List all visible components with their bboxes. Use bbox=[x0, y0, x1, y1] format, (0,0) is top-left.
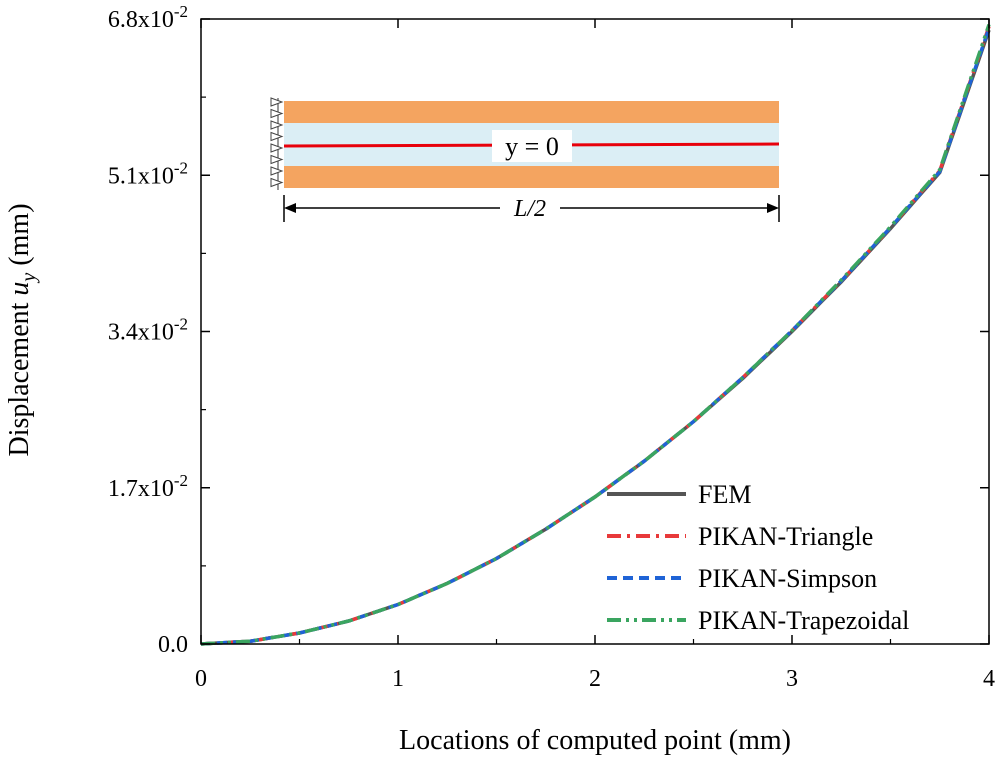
x-axis-ticks: 0 1 2 3 4 bbox=[195, 19, 995, 692]
support-triangle bbox=[270, 177, 284, 188]
x-tick-label: 1 bbox=[392, 666, 404, 692]
inset-label-background bbox=[492, 130, 572, 162]
inset-top-layer bbox=[284, 101, 779, 123]
y-tick-label: 3.4x10-2 bbox=[108, 315, 188, 346]
y-axis-title-suffix: (mm) bbox=[4, 203, 35, 272]
support-triangle bbox=[270, 108, 284, 119]
y-axis-title-subscript: y bbox=[18, 273, 40, 284]
support-triangle bbox=[270, 154, 284, 165]
inset-midline-label: y = 0 bbox=[505, 132, 559, 161]
support-triangle bbox=[270, 97, 284, 107]
x-tick-label: 3 bbox=[786, 666, 798, 692]
inset-span-arrow-right bbox=[767, 203, 779, 213]
series-layer bbox=[200, 23, 991, 646]
inset-span-label: L/2 bbox=[513, 196, 546, 222]
y-tick-label: 1.7x10-2 bbox=[108, 471, 188, 502]
beam-inset-schematic: y = 0 L/2 bbox=[270, 97, 780, 223]
series-line-pikan-trapezoidal bbox=[200, 23, 991, 646]
x-tick-label: 0 bbox=[195, 666, 207, 692]
inset-bottom-layer bbox=[284, 166, 779, 188]
x-tick-label: 4 bbox=[983, 666, 995, 692]
legend: FEM PIKAN-Triangle PIKAN-Simpson PIKAN-Trap… bbox=[607, 480, 909, 635]
support-triangle bbox=[270, 131, 284, 142]
inset-span-arrow-left bbox=[284, 203, 296, 213]
y-axis-title-symbol: u bbox=[4, 282, 35, 296]
y-axis-ticks: 0.0 1.7x10-2 3.4x10-2 5.1x10-2 6.8x10-2 bbox=[108, 2, 989, 658]
support-triangle bbox=[270, 166, 284, 176]
y-tick-label: 0.0 bbox=[158, 632, 188, 658]
x-axis-title: Locations of computed point (mm) bbox=[399, 725, 791, 756]
y-tick-label: 5.1x10-2 bbox=[108, 158, 188, 189]
support-triangle bbox=[270, 120, 284, 130]
legend-label: PIKAN-Trapezoidal bbox=[698, 606, 909, 635]
y-tick-label: 6.8x10-2 bbox=[108, 2, 188, 33]
inset-span-label-background bbox=[500, 195, 560, 223]
legend-label: PIKAN-Triangle bbox=[698, 522, 873, 551]
inset-fixed-supports bbox=[270, 97, 284, 190]
legend-label: FEM bbox=[698, 480, 751, 509]
x-tick-label: 2 bbox=[589, 666, 601, 692]
y-axis-title: Displacement uy (mm) bbox=[4, 203, 40, 456]
y-axis-title-prefix: Displacement bbox=[4, 296, 35, 457]
support-triangle bbox=[270, 143, 284, 153]
legend-label: PIKAN-Simpson bbox=[698, 564, 877, 593]
